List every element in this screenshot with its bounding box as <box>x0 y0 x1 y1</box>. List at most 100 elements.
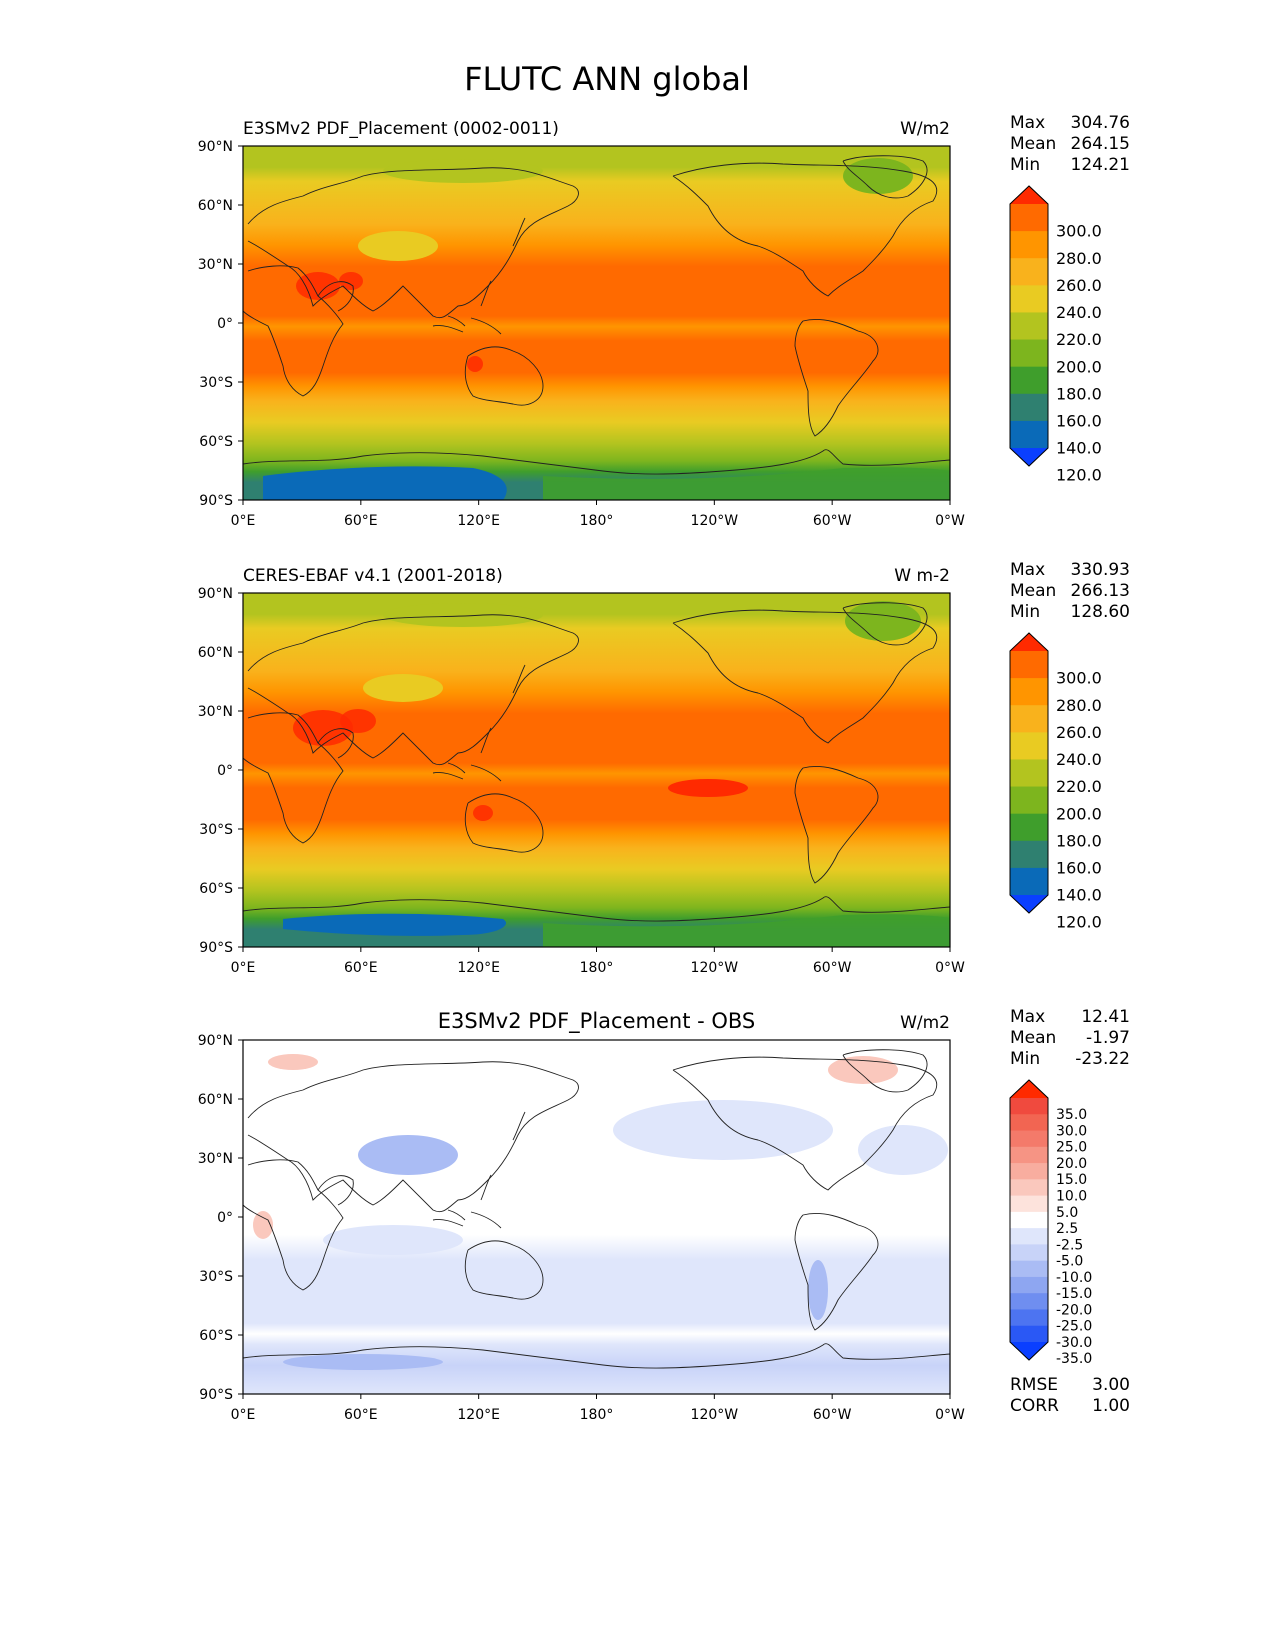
panel-title: E3SMv2 PDF_Placement (0002-0011) <box>243 119 559 139</box>
map-field-background <box>243 593 950 947</box>
colorbar-band <box>1010 285 1048 313</box>
colorbar-extend-top <box>1010 1080 1048 1098</box>
stat-value-rmse: 3.00 <box>1092 1375 1130 1395</box>
stat-value-max: 304.76 <box>1071 113 1130 133</box>
stat-label-min: Min <box>1010 602 1040 622</box>
colorbar-tick-label: 160.0 <box>1056 858 1102 877</box>
colorbar-band <box>1010 813 1048 842</box>
colorbar-tick-label: -5.0 <box>1056 1254 1083 1270</box>
stat-label-mean: Mean <box>1010 1028 1056 1048</box>
lat-tick-label: 0° <box>217 763 233 779</box>
colorbar-tick-label: -2.5 <box>1056 1237 1083 1253</box>
lat-tick-label: 90°S <box>199 940 233 956</box>
colorbar-band <box>1010 231 1048 259</box>
stat-value-min: -23.22 <box>1075 1049 1130 1069</box>
colorbar-extend-top <box>1010 186 1048 204</box>
stat-label-max: Max <box>1010 1007 1045 1027</box>
colorbar-band <box>1010 1260 1048 1278</box>
colorbar-band <box>1010 1228 1048 1245</box>
stat-label-mean: Mean <box>1010 581 1056 601</box>
cool-patch-greenland <box>843 158 913 194</box>
cool-patch-tibet <box>363 674 443 702</box>
colorbar-band <box>1010 1146 1048 1164</box>
lat-tick-label: 60°S <box>199 1328 233 1344</box>
lon-tick-label: 120°E <box>457 960 500 976</box>
stat-value-min: 124.21 <box>1071 155 1130 175</box>
lon-tick-label: 0°W <box>935 960 965 976</box>
diff-patch-greenland <box>828 1056 898 1084</box>
lat-tick-label: 60°N <box>198 198 233 214</box>
antarctic-green-band <box>543 467 950 500</box>
colorbar-band <box>1010 1114 1048 1132</box>
colorbar-band <box>1010 678 1048 706</box>
lon-tick-label: 0°E <box>231 513 256 529</box>
diff-patch-tibet <box>358 1135 458 1175</box>
panel-model <box>242 145 951 501</box>
colorbar-tick-label: 180.0 <box>1056 831 1102 850</box>
colorbar-tick-label: 140.0 <box>1056 439 1102 458</box>
stat-label-max: Max <box>1010 560 1045 580</box>
colorbar-band <box>1010 1244 1048 1262</box>
warm-patch-arabia <box>340 709 376 733</box>
panel-title: E3SMv2 PDF_Placement - OBS <box>438 1009 756 1034</box>
colorbar-extend-top <box>1010 633 1048 651</box>
stat-label-mean: Mean <box>1010 134 1056 154</box>
panel-title: CERES-EBAF v4.1 (2001-2018) <box>243 566 503 586</box>
colorbar-tick-label: 25.0 <box>1056 1140 1087 1156</box>
lat-tick-label: 90°N <box>198 1033 233 1049</box>
lon-tick-label: 0°E <box>231 960 256 976</box>
colorbar-band <box>1010 258 1048 286</box>
colorbar-tick-label: 220.0 <box>1056 777 1102 796</box>
lat-tick-label: 30°S <box>199 375 233 391</box>
colorbar-band <box>1010 732 1048 760</box>
colorbar-tick-label: -25.0 <box>1056 1319 1092 1335</box>
lat-tick-label: 0° <box>217 1210 233 1226</box>
diff-patch-arctic <box>268 1054 318 1070</box>
colorbar-tick-label: 15.0 <box>1056 1172 1087 1188</box>
colorbar-band <box>1010 1325 1048 1343</box>
colorbar-band <box>1010 759 1048 788</box>
lon-tick-label: 0°W <box>935 513 965 529</box>
colorbar-band <box>1010 1309 1048 1327</box>
colorbar-tick-label: 160.0 <box>1056 411 1102 430</box>
colorbar-band <box>1010 204 1048 232</box>
lon-tick-label: 60°E <box>344 513 378 529</box>
stat-value-max: 330.93 <box>1071 560 1130 580</box>
lat-tick-label: 30°S <box>199 1269 233 1285</box>
colorbar-band <box>1010 1293 1048 1310</box>
lon-tick-label: 60°W <box>813 1407 852 1423</box>
colorbar-outline <box>1009 1079 1049 1361</box>
lat-tick-label: 90°S <box>199 1387 233 1403</box>
colorbar-band <box>1010 1179 1048 1197</box>
lon-tick-label: 120°W <box>691 960 739 976</box>
diff-patch-pacific-north <box>613 1100 833 1160</box>
colorbar-tick-label: 240.0 <box>1056 303 1102 322</box>
colorbar-tick-label: 20.0 <box>1056 1156 1087 1172</box>
colorbar-tick-label: -10.0 <box>1056 1270 1092 1286</box>
lon-tick-label: 0°E <box>231 1407 256 1423</box>
colorbar-band <box>1010 1130 1048 1148</box>
colorbar-outline <box>1009 185 1049 467</box>
stat-label-corr: CORR <box>1010 1396 1059 1416</box>
colorbar-band <box>1010 366 1048 395</box>
stat-value-max: 12.41 <box>1081 1007 1130 1027</box>
stat-label-min: Min <box>1010 155 1040 175</box>
lat-tick-label: 90°N <box>198 139 233 155</box>
lat-tick-label: 60°N <box>198 1092 233 1108</box>
map-field-background <box>243 146 950 500</box>
colorbar-tick-label: 300.0 <box>1056 222 1102 241</box>
colorbar-band <box>1010 1163 1048 1180</box>
antarctic-cold-core <box>263 466 507 500</box>
colorbar-outline <box>1009 632 1049 914</box>
colorbar-tick-label: 280.0 <box>1056 249 1102 268</box>
colorbar-band <box>1010 1098 1048 1115</box>
colorbar-band <box>1010 786 1048 815</box>
colorbar-tick-label: 220.0 <box>1056 330 1102 349</box>
lat-tick-label: 60°S <box>199 881 233 897</box>
cool-patch-siberia <box>383 159 543 183</box>
lon-tick-label: 180° <box>580 960 614 976</box>
antarctic-cold-core <box>283 913 507 936</box>
colorbar-tick-label: 120.0 <box>1056 913 1102 932</box>
panel-obs <box>242 592 951 948</box>
colorbar-band <box>1010 1211 1048 1229</box>
